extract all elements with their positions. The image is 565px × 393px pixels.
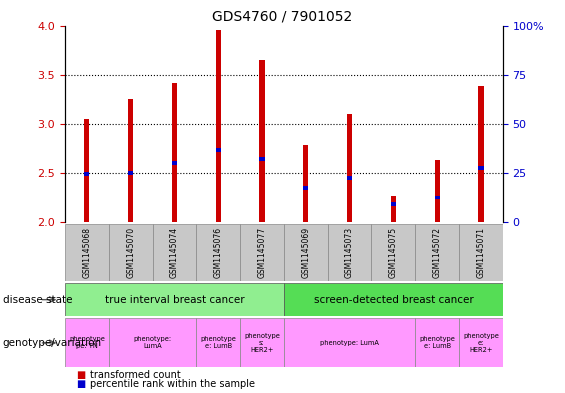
Bar xyxy=(391,202,396,206)
Text: GSM1145073: GSM1145073 xyxy=(345,227,354,278)
Bar xyxy=(303,145,308,222)
Text: genotype/variation: genotype/variation xyxy=(3,338,102,348)
Bar xyxy=(415,224,459,281)
Bar xyxy=(240,318,284,367)
Text: GSM1145077: GSM1145077 xyxy=(258,227,267,278)
Text: phenotype
e:
HER2+: phenotype e: HER2+ xyxy=(463,333,499,353)
Bar xyxy=(128,99,133,222)
Text: GSM1145075: GSM1145075 xyxy=(389,227,398,278)
Bar xyxy=(197,318,240,367)
Bar xyxy=(65,283,284,316)
Bar xyxy=(108,318,197,367)
Bar xyxy=(328,224,372,281)
Bar xyxy=(347,114,352,222)
Text: phenotype
e: LumB: phenotype e: LumB xyxy=(419,336,455,349)
Bar xyxy=(434,160,440,222)
Bar xyxy=(284,283,503,316)
Text: GDS4760 / 7901052: GDS4760 / 7901052 xyxy=(212,10,353,24)
Text: true interval breast cancer: true interval breast cancer xyxy=(105,295,244,305)
Bar xyxy=(65,318,109,367)
Bar xyxy=(259,60,264,222)
Bar xyxy=(65,224,109,281)
Bar xyxy=(415,318,459,367)
Bar xyxy=(172,83,177,222)
Bar xyxy=(153,224,197,281)
Bar xyxy=(347,176,352,180)
Bar xyxy=(434,195,440,199)
Bar xyxy=(372,224,415,281)
Bar xyxy=(479,166,484,170)
Text: phenotype: LumA: phenotype: LumA xyxy=(320,340,379,346)
Text: percentile rank within the sample: percentile rank within the sample xyxy=(90,379,255,389)
Text: GSM1145072: GSM1145072 xyxy=(433,227,442,278)
Text: GSM1145068: GSM1145068 xyxy=(82,227,92,278)
Text: phenotype:
LumA: phenotype: LumA xyxy=(133,336,172,349)
Bar xyxy=(459,318,503,367)
Bar xyxy=(391,195,396,222)
Bar xyxy=(259,157,264,161)
Text: GSM1145076: GSM1145076 xyxy=(214,227,223,278)
Text: ■: ■ xyxy=(76,370,85,380)
Bar xyxy=(284,318,415,367)
Bar xyxy=(216,148,221,152)
Bar xyxy=(172,161,177,165)
Bar xyxy=(108,224,153,281)
Text: GSM1145069: GSM1145069 xyxy=(301,227,310,278)
Text: GSM1145071: GSM1145071 xyxy=(476,227,485,278)
Text: disease state: disease state xyxy=(3,295,72,305)
Bar xyxy=(128,171,133,175)
Bar xyxy=(84,119,89,222)
Text: phenotype
e: LumB: phenotype e: LumB xyxy=(201,336,236,349)
Text: phenotype
s:
HER2+: phenotype s: HER2+ xyxy=(244,333,280,353)
Text: ■: ■ xyxy=(76,379,85,389)
Text: transformed count: transformed count xyxy=(90,370,181,380)
Text: phenotype
pe: TN: phenotype pe: TN xyxy=(69,336,105,349)
Text: GSM1145074: GSM1145074 xyxy=(170,227,179,278)
Bar xyxy=(197,224,240,281)
Text: GSM1145070: GSM1145070 xyxy=(126,227,135,278)
Bar xyxy=(303,185,308,189)
Bar xyxy=(459,224,503,281)
Bar xyxy=(240,224,284,281)
Bar xyxy=(284,224,328,281)
Bar xyxy=(479,86,484,222)
Bar xyxy=(84,172,89,176)
Bar xyxy=(216,30,221,222)
Text: screen-detected breast cancer: screen-detected breast cancer xyxy=(314,295,473,305)
